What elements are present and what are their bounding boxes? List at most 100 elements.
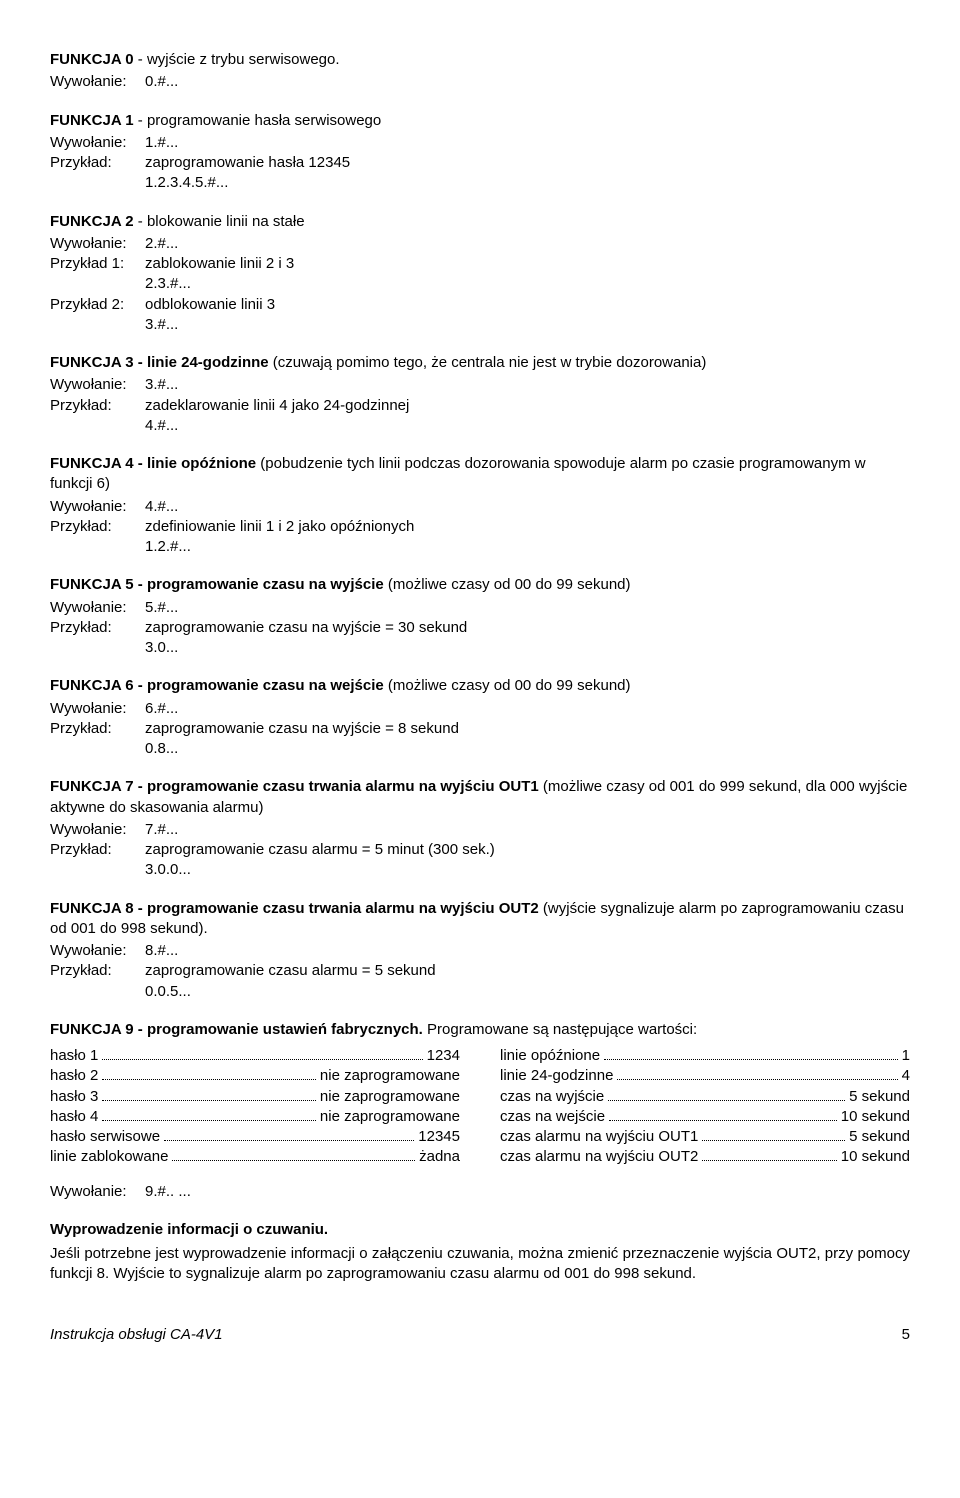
function-9-section: FUNKCJA 9 - programowanie ustawień fabry… — [50, 1020, 910, 1202]
row-value: zdefiniowanie linii 1 i 2 jako opóźniony… — [145, 517, 910, 537]
function-section: FUNKCJA 1 - programowanie hasła serwisow… — [50, 111, 910, 194]
row-label: Wywołanie: — [50, 598, 145, 618]
definition-row: Przykład:zdefiniowanie linii 1 i 2 jako … — [50, 517, 910, 537]
dotted-lead: hasło 1 — [50, 1046, 98, 1066]
section-heading: FUNKCJA 7 - programowanie czasu trwania … — [50, 777, 910, 818]
row-label: Wywołanie: — [50, 234, 145, 254]
dotted-lead: czas na wyjście — [500, 1087, 604, 1107]
dotted-tail: nie zaprogramowane — [320, 1107, 460, 1127]
definition-row: Przykład:zadeklarowanie linii 4 jako 24-… — [50, 396, 910, 416]
dotted-row: linie opóźnione 1 — [500, 1046, 910, 1066]
example-code: 4.#... — [145, 416, 910, 436]
row-label: Wywołanie: — [50, 72, 145, 92]
dots-fill — [172, 1160, 415, 1161]
row-label: Wywołanie: — [50, 941, 145, 961]
dots-fill — [608, 1100, 845, 1101]
dotted-lead: hasło serwisowe — [50, 1127, 160, 1147]
section-heading: FUNKCJA 4 - linie opóźnione (pobudzenie … — [50, 454, 910, 495]
dotted-row: linie zablokowaneżadna — [50, 1147, 460, 1167]
example-code: 3.0.0... — [145, 860, 910, 880]
section-heading: FUNKCJA 5 - programowanie czasu na wyjśc… — [50, 575, 910, 595]
section-heading-bold: FUNKCJA 1 — [50, 112, 134, 129]
dotted-lead: czas alarmu na wyjściu OUT1 — [500, 1127, 698, 1147]
dotted-tail: 1 — [902, 1046, 910, 1066]
definition-row: Przykład 1:zablokowanie linii 2 i 3 — [50, 254, 910, 274]
example-code: 2.3.#... — [145, 274, 910, 294]
dotted-tail: żadna — [419, 1147, 460, 1167]
dotted-row: hasło 3 nie zaprogramowane — [50, 1087, 460, 1107]
outro-paragraph: Jeśli potrzebne jest wyprowadzenie infor… — [50, 1244, 910, 1285]
defaults-right-col: linie opóźnione1linie 24-godzinne4czas n… — [500, 1046, 910, 1168]
function-section: FUNKCJA 8 - programowanie czasu trwania … — [50, 899, 910, 1002]
row-label: Wywołanie: — [50, 375, 145, 395]
section-heading-rest: (czuwają pomimo tego, że centrala nie je… — [269, 354, 707, 371]
section-heading-bold: FUNKCJA 2 — [50, 213, 134, 230]
defaults-columns: hasło 11234hasło 2nie zaprogramowanehasł… — [50, 1046, 910, 1168]
definition-row: Przykład:zaprogramowanie czasu alarmu = … — [50, 961, 910, 981]
function-section: FUNKCJA 4 - linie opóźnione (pobudzenie … — [50, 454, 910, 557]
dotted-lead: linie 24-godzinne — [500, 1066, 613, 1086]
dots-fill — [702, 1140, 845, 1141]
row-label: Przykład: — [50, 840, 145, 860]
dotted-tail: 5 sekund — [849, 1127, 910, 1147]
function-section: FUNKCJA 3 - linie 24-godzinne (czuwają p… — [50, 353, 910, 436]
section-heading: FUNKCJA 3 - linie 24-godzinne (czuwają p… — [50, 353, 910, 373]
section-heading-rest: - programowanie hasła serwisowego — [134, 112, 382, 129]
section-heading-bold: FUNKCJA 8 - programowanie czasu trwania … — [50, 900, 539, 917]
dotted-row: czas na wyjście5 sekund — [500, 1087, 910, 1107]
dotted-lead: czas alarmu na wyjściu OUT2 — [500, 1147, 698, 1167]
row-value: zaprogramowanie czasu alarmu = 5 minut (… — [145, 840, 910, 860]
row-label: Przykład: — [50, 517, 145, 537]
section-heading: FUNKCJA 9 - programowanie ustawień fabry… — [50, 1020, 910, 1040]
row-label: Przykład 1: — [50, 254, 145, 274]
row-value: odblokowanie linii 3 — [145, 295, 910, 315]
section-heading-bold: FUNKCJA 5 - programowanie czasu na wyjśc… — [50, 576, 384, 593]
row-value: 4.#... — [145, 497, 910, 517]
example-code: 1.2.3.4.5.#... — [145, 173, 910, 193]
dotted-row: hasło 2nie zaprogramowane — [50, 1066, 460, 1086]
dotted-lead: hasło 3 — [50, 1087, 98, 1107]
footer-title: Instrukcja obsługi CA-4V1 — [50, 1325, 223, 1345]
dotted-tail: nie zaprogramowane — [320, 1087, 460, 1107]
section-heading-rest: (możliwe czasy od 00 do 99 sekund) — [384, 576, 631, 593]
definition-row: Wywołanie:1.#... — [50, 133, 910, 153]
dotted-tail: 10 sekund — [841, 1107, 910, 1127]
section-heading: FUNKCJA 6 - programowanie czasu na wejśc… — [50, 676, 910, 696]
dotted-lead: linie opóźnione — [500, 1046, 600, 1066]
row-value: 7.#... — [145, 820, 910, 840]
dots-fill — [702, 1160, 836, 1161]
section-heading-bold: FUNKCJA 9 - programowanie ustawień fabry… — [50, 1021, 423, 1038]
definition-row: Wywołanie:6.#... — [50, 699, 910, 719]
section-heading-bold: FUNKCJA 0 — [50, 51, 134, 68]
definition-row: Przykład:zaprogramowanie czasu na wyjści… — [50, 719, 910, 739]
row-label: Wywołanie: — [50, 497, 145, 517]
row-label: Przykład: — [50, 961, 145, 981]
row-value: 3.#... — [145, 375, 910, 395]
dots-fill — [164, 1140, 414, 1141]
row-value: 9.#.. ... — [145, 1182, 910, 1202]
section-heading: FUNKCJA 8 - programowanie czasu trwania … — [50, 899, 910, 940]
section-heading-bold: FUNKCJA 7 - programowanie czasu trwania … — [50, 778, 539, 795]
example-code: 0.8... — [145, 739, 910, 759]
section-heading-bold: FUNKCJA 4 - linie opóźnione — [50, 455, 256, 472]
row-value: 0.#... — [145, 72, 910, 92]
dots-fill — [102, 1120, 316, 1121]
dots-fill — [102, 1100, 316, 1101]
row-label: Przykład: — [50, 719, 145, 739]
row-label: Przykład 2: — [50, 295, 145, 315]
dots-fill — [609, 1120, 837, 1121]
row-value: zaprogramowanie hasła 12345 — [145, 153, 910, 173]
row-value: 8.#... — [145, 941, 910, 961]
example-code: 1.2.#... — [145, 537, 910, 557]
row-label: Przykład: — [50, 618, 145, 638]
dots-fill — [102, 1079, 316, 1080]
row-value: zaprogramowanie czasu na wyjście = 8 sek… — [145, 719, 910, 739]
section-heading-bold: FUNKCJA 6 - programowanie czasu na wejśc… — [50, 677, 384, 694]
dotted-tail: 12345 — [418, 1127, 460, 1147]
example-code: 3.#... — [145, 315, 910, 335]
dotted-lead: hasło 4 — [50, 1107, 98, 1127]
definition-row: Wywołanie:7.#... — [50, 820, 910, 840]
section-heading-rest: - wyjście z trybu serwisowego. — [134, 51, 340, 68]
row-value: 2.#... — [145, 234, 910, 254]
section-heading: FUNKCJA 1 - programowanie hasła serwisow… — [50, 111, 910, 131]
